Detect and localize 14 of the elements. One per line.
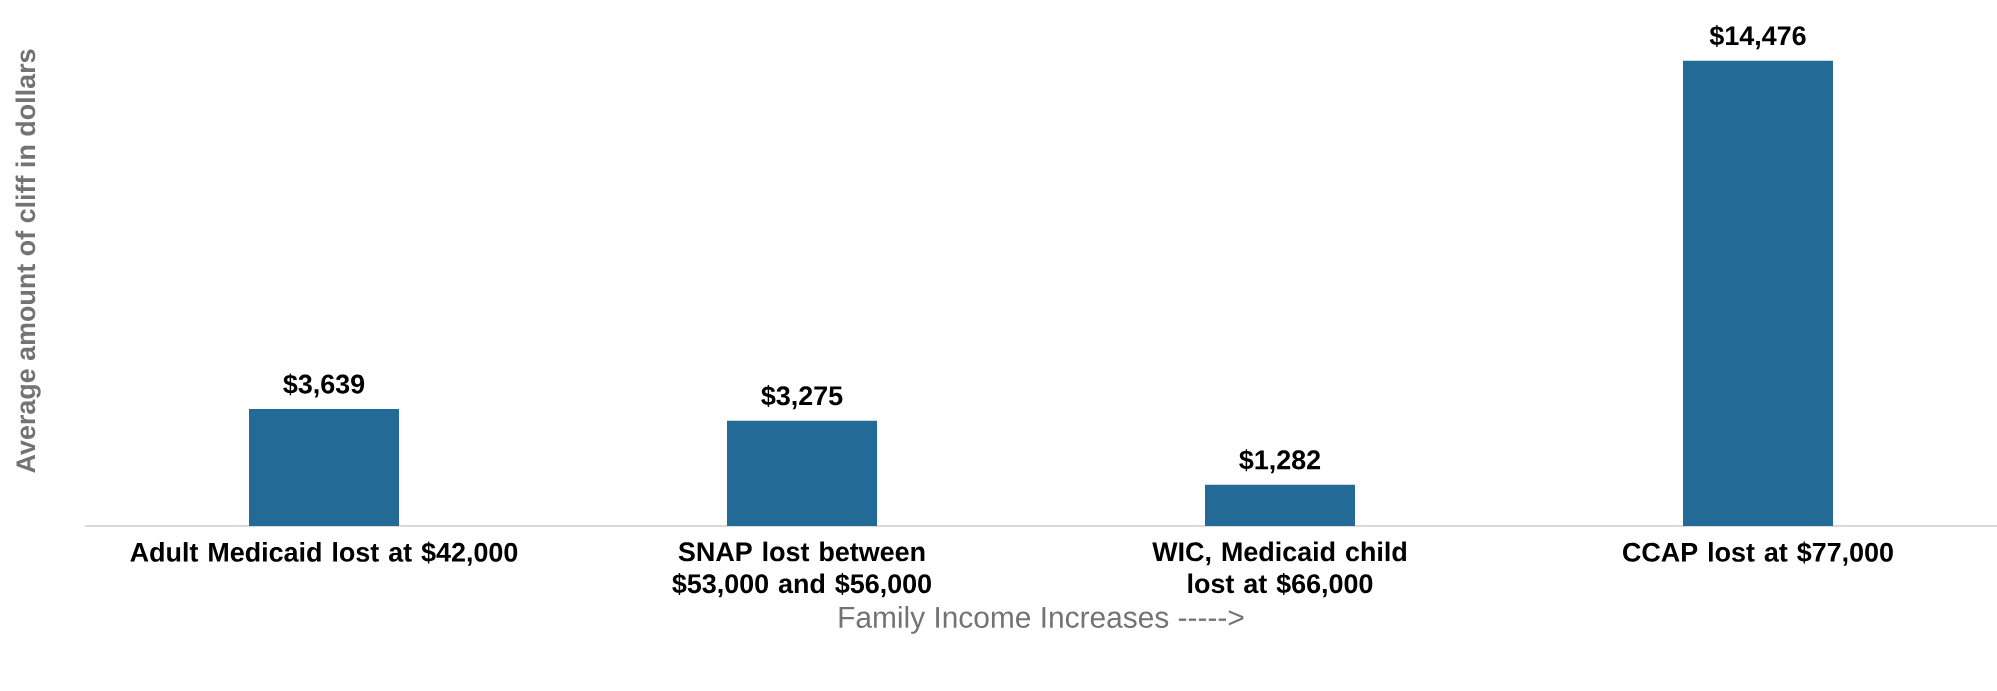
bar: [726, 420, 877, 526]
bar: [1204, 484, 1355, 526]
x-tick-label: CCAP lost at $77,000: [1623, 541, 1893, 566]
data-label: $1,282: [1239, 449, 1321, 474]
x-tick-label: Adult Medicaid lost at $42,000: [130, 541, 518, 566]
y-axis-title: Average amount of cliff in dollars: [15, 49, 41, 473]
x-tick-label: WIC, Medicaid child lost at $66,000: [1152, 541, 1406, 598]
data-label: $14,476: [1709, 25, 1806, 50]
data-label: $3,639: [283, 373, 365, 398]
x-axis-title: Family Income Increases ----->: [839, 605, 1244, 634]
data-label: $3,275: [761, 385, 843, 410]
bar: [1682, 60, 1833, 526]
x-tick-label: SNAP lost between $53,000 and $56,000: [672, 541, 931, 598]
bar: [249, 409, 399, 526]
